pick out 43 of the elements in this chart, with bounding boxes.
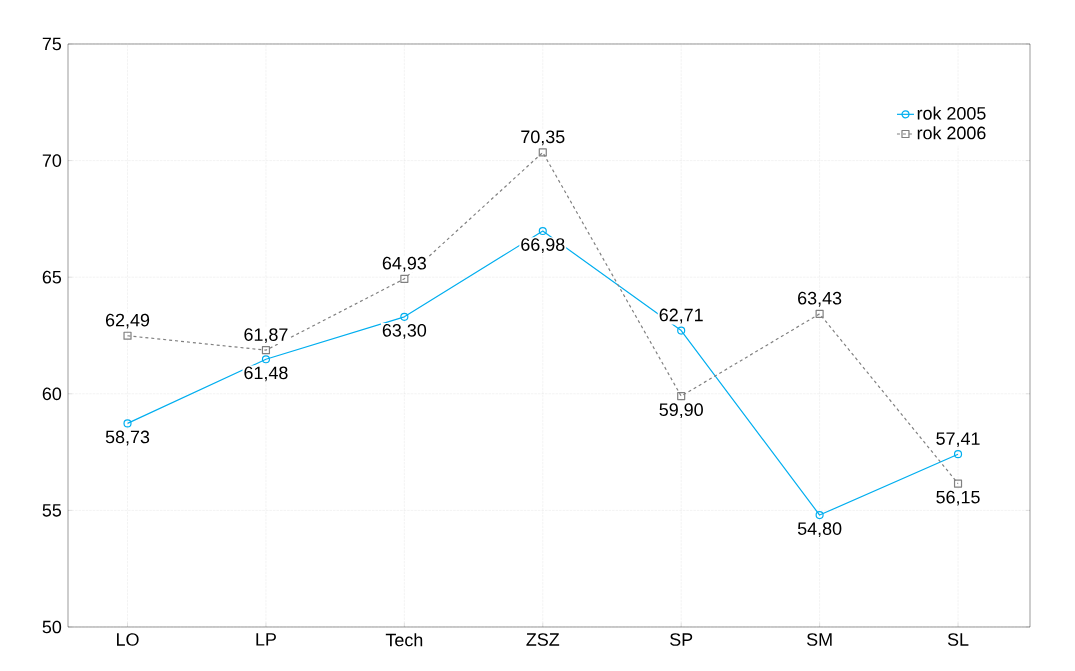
- x-tick-label: Tech: [385, 633, 423, 647]
- point: [261, 355, 271, 364]
- legend-label: rok 2006: [917, 126, 986, 140]
- point: [261, 346, 271, 355]
- point: [538, 148, 547, 157]
- data-label: 62,49: [105, 313, 150, 329]
- x-tick-label: LP: [256, 633, 276, 646]
- x-tick-label: SL: [947, 633, 969, 646]
- data-label: 57,41: [936, 432, 980, 448]
- x-tick-label: SP: [670, 633, 693, 646]
- data-label: 54,80: [797, 522, 842, 538]
- point: [123, 419, 132, 428]
- y-tick-label: 65: [42, 270, 62, 284]
- data-label: 56,15: [936, 490, 980, 506]
- x-tick-label: LO: [117, 633, 139, 646]
- y-tick-label: 70: [42, 154, 62, 167]
- data-label: 61,48: [244, 366, 288, 382]
- point: [123, 331, 132, 340]
- point: [677, 326, 686, 335]
- data-label: 63,30: [382, 324, 427, 339]
- y-tick-label: 50: [42, 620, 62, 634]
- data-label: 63,43: [798, 291, 842, 307]
- point: [400, 312, 409, 321]
- data-label: 61,87: [244, 328, 288, 344]
- data-label: 59,90: [659, 403, 703, 419]
- x-tick-label: SM: [806, 633, 832, 646]
- point: [953, 479, 963, 488]
- point: [815, 510, 824, 520]
- point: [400, 274, 409, 283]
- y-tick-label: 55: [42, 504, 62, 517]
- point: [953, 450, 963, 459]
- x-tick-label: ZSZ: [526, 633, 560, 646]
- y-tick-label: 60: [42, 387, 62, 401]
- legend-label: rok 2005: [917, 106, 986, 120]
- data-label: 58,73: [105, 430, 150, 446]
- point: [677, 392, 686, 401]
- data-label: 64,93: [382, 256, 426, 272]
- point: [538, 226, 547, 236]
- data-label: 70,35: [521, 130, 565, 146]
- y-tick-label: 75: [42, 37, 62, 51]
- point: [815, 309, 824, 318]
- data-label: 66,98: [521, 238, 565, 254]
- data-label: 62,71: [659, 308, 703, 324]
